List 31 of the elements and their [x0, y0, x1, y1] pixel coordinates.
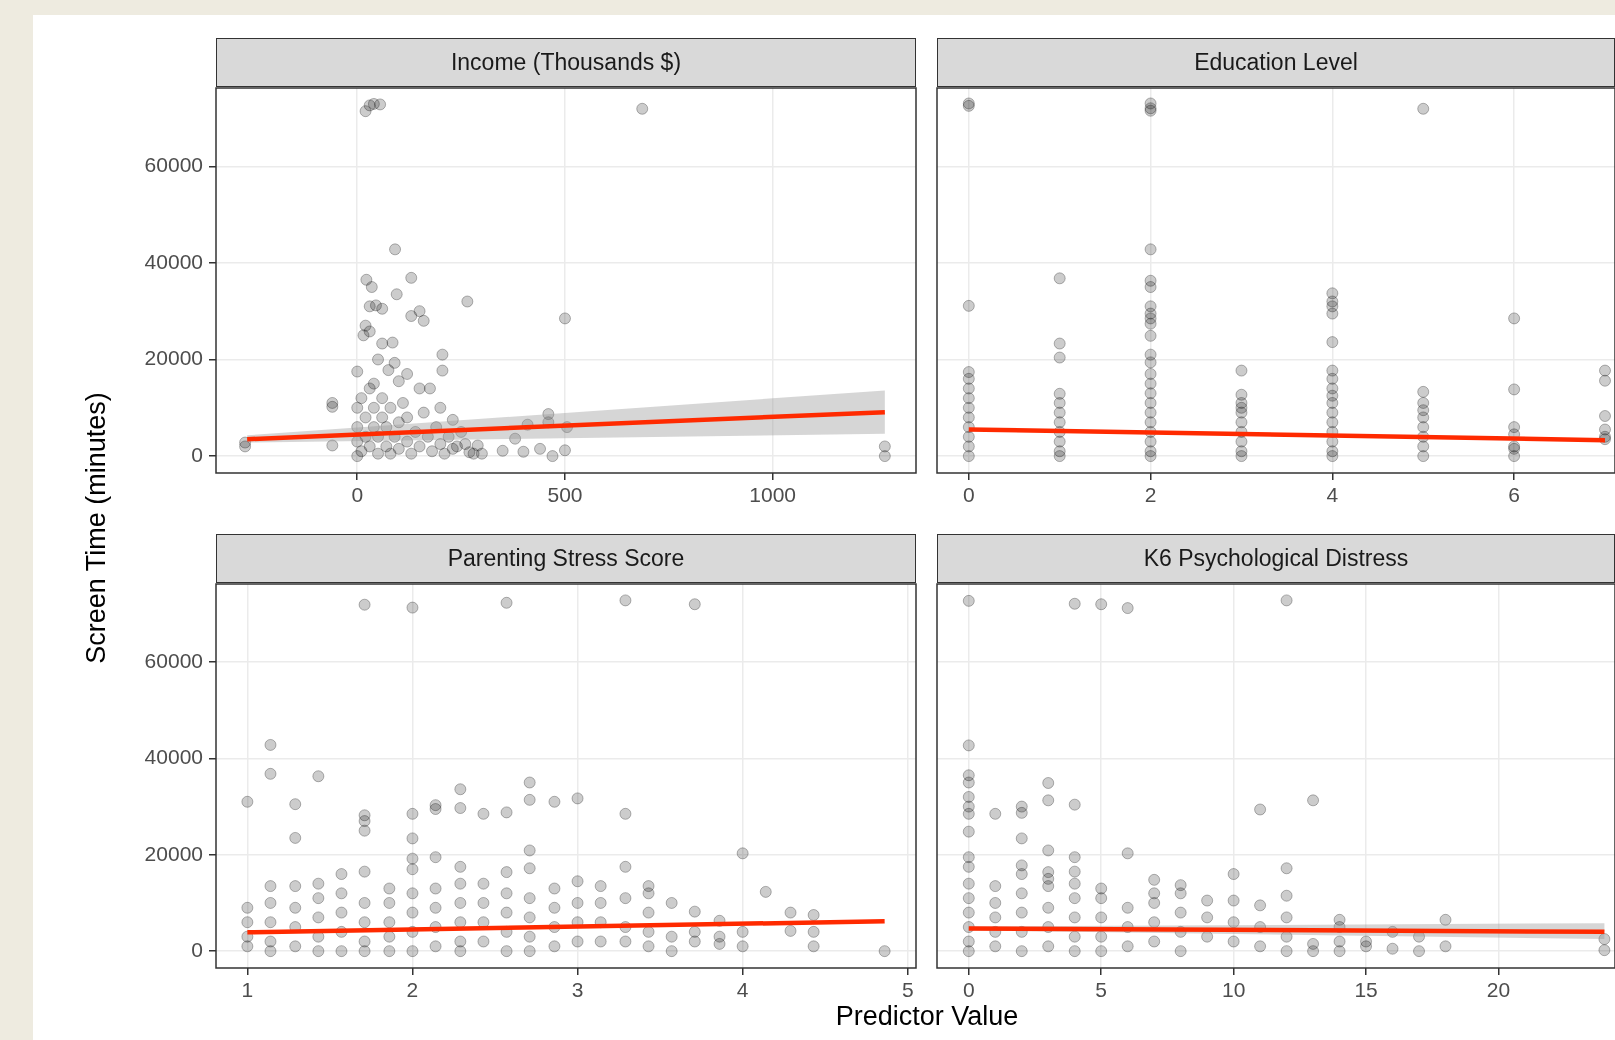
x-tick-label: 10: [1221, 978, 1246, 1002]
y-tick-label: 0: [191, 442, 203, 466]
y-axis-title: Screen Time (minutes): [80, 392, 112, 664]
x-tick-label: 6: [1508, 483, 1520, 507]
y-tick-label: 0: [191, 937, 203, 961]
x-tick-label: 5: [1095, 978, 1108, 1002]
x-tick-label: 1000: [749, 483, 797, 507]
chart-title: K6 Psychological Distress: [937, 534, 1615, 583]
y-tick-label: 20000: [144, 841, 203, 865]
x-tick-label: 2: [406, 978, 419, 1002]
y-tick-label: 60000: [144, 153, 203, 177]
x-tick-label: 3: [571, 978, 584, 1002]
x-tick-label: 20: [1486, 978, 1511, 1002]
x-tick-label: 5: [901, 978, 914, 1002]
x-tick-label: 1: [241, 978, 254, 1002]
x-tick-label: 4: [1326, 483, 1339, 507]
x-tick-label: 500: [547, 483, 583, 507]
y-tick-label: 40000: [144, 249, 203, 273]
chart-title: Parenting Stress Score: [216, 534, 916, 583]
y-tick-label: 20000: [144, 346, 203, 370]
y-tick-label: 40000: [144, 745, 203, 769]
chart-title: Education Level: [937, 38, 1615, 87]
x-tick-label: 0: [351, 483, 364, 507]
x-tick-label: 15: [1354, 978, 1378, 1002]
y-tick-label: 60000: [144, 648, 203, 672]
chart-title: Income (Thousands $): [216, 38, 916, 87]
x-axis-title: Predictor Value: [835, 1001, 1019, 1032]
x-tick-label: 2: [1144, 483, 1157, 507]
x-tick-label: 4: [736, 978, 749, 1002]
x-tick-label: 0: [962, 978, 975, 1002]
x-tick-label: 0: [962, 483, 975, 507]
